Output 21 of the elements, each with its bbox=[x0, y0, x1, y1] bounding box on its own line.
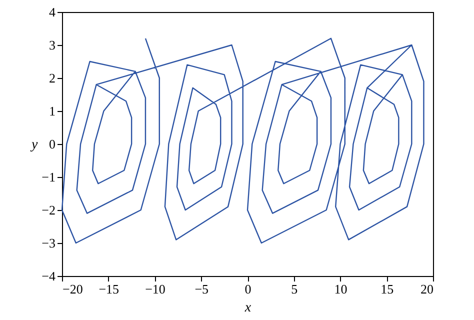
line-series bbox=[61, 38, 424, 244]
x-tick-label: −20 bbox=[62, 282, 83, 296]
x-tick-label: −5 bbox=[194, 282, 209, 296]
y-tick-label: 2 bbox=[49, 70, 56, 86]
y-tick-label: 0 bbox=[49, 136, 56, 152]
x-tick-label: 5 bbox=[291, 282, 298, 296]
y-tick-label: 1 bbox=[49, 104, 56, 118]
y-tick-label: −4 bbox=[42, 268, 56, 284]
y-tick-label: −3 bbox=[42, 236, 56, 250]
y-tick-label: −1 bbox=[42, 170, 56, 184]
y-tick-label: 3 bbox=[49, 38, 56, 52]
x-tick-label: −10 bbox=[145, 282, 166, 296]
x-tick-label: 10 bbox=[334, 282, 348, 296]
x-tick-label: 20 bbox=[420, 282, 434, 296]
y-axis-title: y bbox=[29, 138, 38, 152]
y-tick-label: −2 bbox=[42, 202, 56, 218]
x-tick-label: −15 bbox=[98, 282, 120, 296]
x-tick-label: 15 bbox=[380, 282, 394, 296]
y-tick-label: 4 bbox=[49, 4, 56, 20]
x-axis-title: x bbox=[244, 300, 252, 316]
x-tick-label: 0 bbox=[244, 282, 252, 296]
